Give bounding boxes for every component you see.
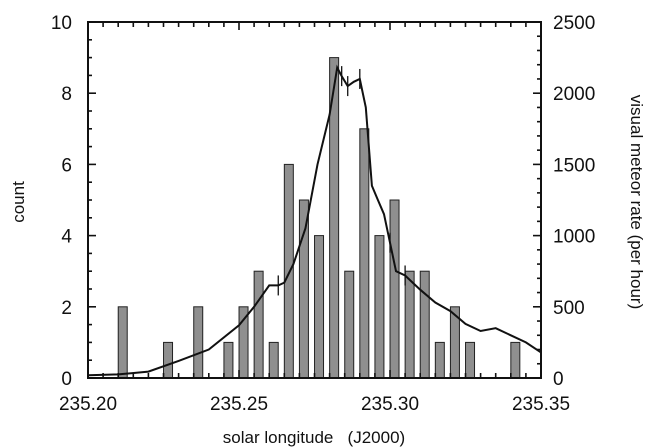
y-right-tick-label: 2000: [553, 84, 595, 105]
x-tick-label: 235.25: [210, 394, 268, 415]
count-bar: [434, 341, 445, 379]
y-right-tick-label: 1000: [553, 227, 595, 248]
count-bar: [389, 199, 400, 379]
count-bar: [404, 270, 415, 379]
axis-ticks: [87, 21, 542, 379]
x-axis-title: solar longitude (J2000): [223, 428, 405, 447]
count-bar: [193, 306, 204, 379]
y-axis-right-title: visual meteor rate (per hour): [627, 95, 646, 309]
count-bars: [117, 57, 521, 379]
count-bar: [314, 235, 325, 379]
y-right-tick-label: 500: [553, 298, 585, 319]
y-left-tick-label: 10: [51, 13, 72, 34]
y-left-tick-label: 6: [61, 155, 72, 176]
y-left-tick-label: 2: [61, 298, 72, 319]
rate-series: [87, 64, 542, 377]
y-left-tick-label: 0: [61, 369, 72, 390]
count-bar: [374, 235, 385, 379]
x-tick-label: 235.30: [361, 394, 419, 415]
count-bar: [359, 128, 370, 379]
y-right-tick-label: 2500: [553, 13, 595, 34]
count-bar: [238, 306, 249, 379]
count-bar: [419, 270, 430, 379]
count-bar: [465, 341, 476, 379]
count-bar: [510, 341, 521, 379]
rate-line: [87, 64, 542, 377]
y-left-tick-label: 8: [61, 84, 72, 105]
count-bar: [163, 341, 174, 379]
tick-labels: 235.20 235.25 235.30 235.35 0 2 4 6 8 10 0 500 1000 1…: [51, 13, 595, 415]
x-tick-label: 235.35: [512, 394, 570, 415]
y-right-tick-label: 1500: [553, 155, 595, 176]
count-bar: [268, 341, 279, 379]
count-bar: [223, 341, 234, 379]
count-bar: [253, 270, 264, 379]
y-left-tick-label: 4: [61, 227, 72, 248]
count-bar: [298, 199, 309, 379]
y-right-tick-label: 0: [553, 369, 564, 390]
count-bar: [117, 306, 128, 379]
x-tick-label: 235.20: [59, 394, 117, 415]
count-bar: [344, 270, 355, 379]
y-axis-left-title: count: [9, 181, 28, 223]
